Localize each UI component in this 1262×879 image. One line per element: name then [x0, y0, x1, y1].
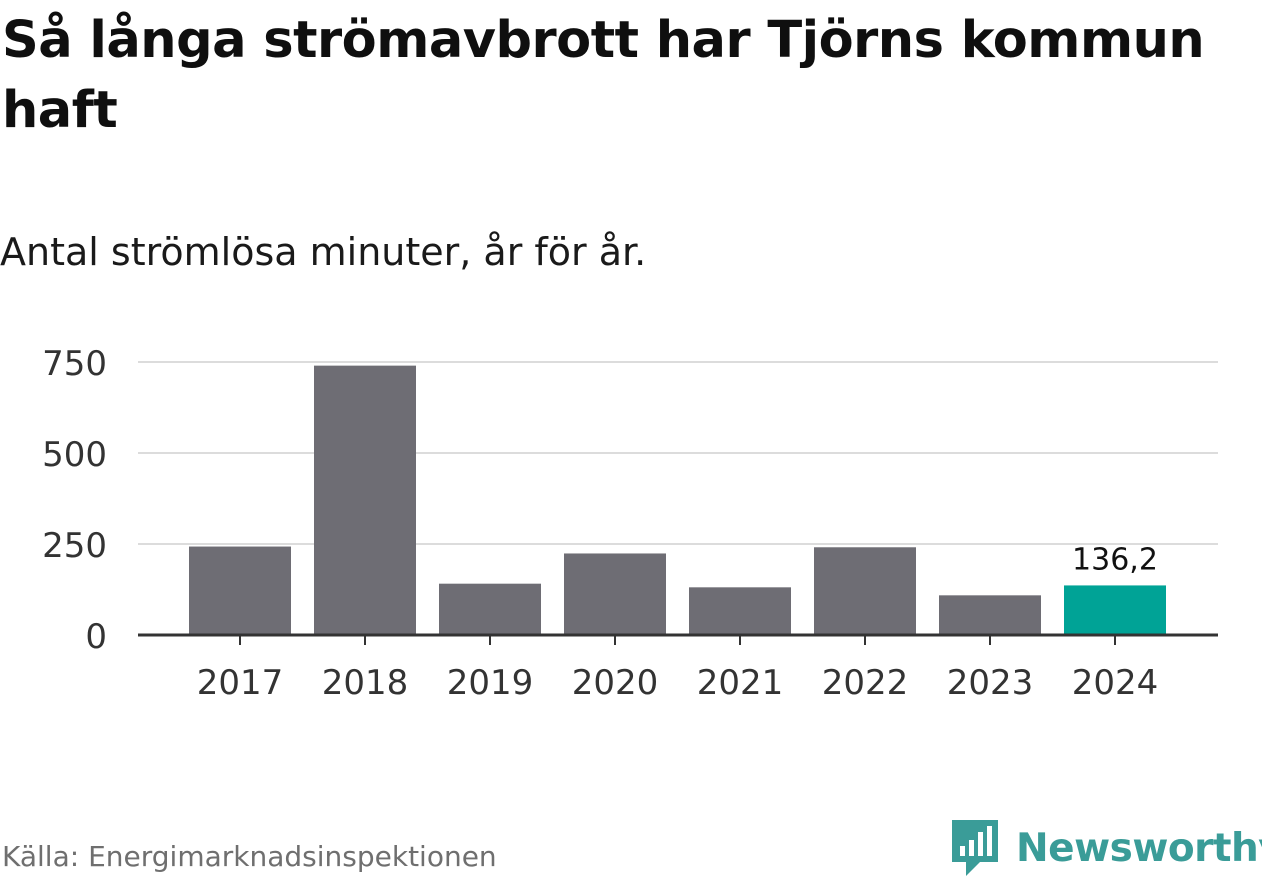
bar-2024 [1064, 585, 1166, 635]
chart-subtitle: Antal strömlösa minuter, år för år. [0, 230, 647, 274]
y-axis-ticks: 0 250 500 750 [42, 344, 107, 657]
x-tick-label: 2019 [447, 663, 534, 703]
x-tick-label: 2021 [697, 663, 784, 703]
brand-logo: Newsworthy [950, 818, 1262, 878]
x-tick-label: 2020 [572, 663, 659, 703]
y-tick-label: 250 [42, 526, 107, 566]
data-labels: 136,2 [1072, 542, 1158, 577]
bar-2018 [314, 365, 416, 635]
x-tick-label: 2023 [947, 663, 1034, 703]
x-tick-label: 2022 [822, 663, 909, 703]
y-tick-label: 750 [42, 344, 107, 384]
grid-lines [138, 361, 1218, 545]
brand-name: Newsworthy [1016, 825, 1262, 871]
source-note: Källa: Energimarknadsinspektionen [2, 840, 497, 873]
x-tick-label: 2018 [322, 663, 409, 703]
bar-2021 [689, 587, 791, 635]
bar-2023 [939, 595, 1041, 635]
y-tick-label: 500 [42, 435, 107, 475]
bar-2022 [814, 547, 916, 635]
y-tick-label: 0 [85, 617, 107, 657]
chart-title: Så långa strömavbrott har Tjörns kommun … [2, 11, 1205, 140]
x-tick-label: 2024 [1072, 663, 1159, 703]
bars [189, 365, 1166, 635]
x-axis-ticks: 2017 2018 2019 2020 2021 2022 2023 2024 [197, 635, 1159, 703]
bar-2017 [189, 546, 291, 635]
x-tick-label: 2017 [197, 663, 284, 703]
bar-2019 [439, 583, 541, 635]
data-label: 136,2 [1072, 542, 1158, 577]
bar-2020 [564, 553, 666, 635]
bar-chart-speech-bubble-icon [952, 820, 998, 876]
